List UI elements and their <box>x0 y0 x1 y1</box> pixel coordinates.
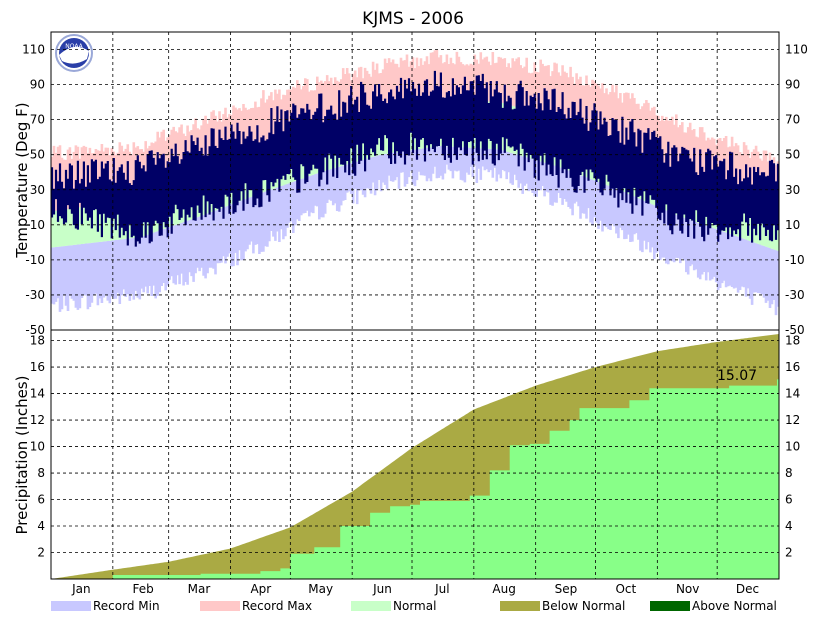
legend-swatch <box>500 601 540 611</box>
temperature-tick-left: 10 <box>30 218 45 232</box>
precipitation-tick-left: 4 <box>37 519 45 533</box>
temperature-tick-right: 10 <box>785 218 800 232</box>
temperature-panel <box>50 49 780 316</box>
temperature-tick-right: -50 <box>785 323 805 337</box>
tick-labels: -50 -50 -30 -30 -10 -10 10 10 30 30 50 50 70 70 90 90 11… <box>22 43 808 596</box>
temperature-tick-left: 70 <box>30 113 45 127</box>
record-min-band <box>50 146 780 316</box>
legend: Record Min Record Max Normal Below Normal Ab… <box>51 599 777 613</box>
legend-label: Above Normal <box>692 599 777 613</box>
noaa-logo-icon: NOAA <box>55 34 93 72</box>
precipitation-tick-right: 12 <box>785 413 800 427</box>
legend-label: Below Normal <box>542 599 625 613</box>
temperature-tick-left: 110 <box>22 43 45 57</box>
legend-label: Record Min <box>93 599 160 613</box>
temperature-tick-right: 70 <box>785 113 800 127</box>
legend-swatch <box>650 601 690 611</box>
legend-item: Normal <box>351 599 436 613</box>
precipitation-tick-left: 6 <box>37 493 45 507</box>
month-tick-label: Nov <box>676 582 699 596</box>
temperature-tick-left: -50 <box>25 323 45 337</box>
month-tick-label: Mar <box>188 582 211 596</box>
precipitation-tick-left: 14 <box>30 387 45 401</box>
plot-frames <box>50 31 780 580</box>
legend-swatch <box>51 601 91 611</box>
precipitation-tick-left: 16 <box>30 360 45 374</box>
precipitation-tick-right: 4 <box>785 519 793 533</box>
legend-swatch <box>351 601 391 611</box>
month-tick-label: Dec <box>736 582 759 596</box>
precipitation-tick-right: 18 <box>785 334 800 348</box>
temperature-tick-right: 110 <box>785 43 808 57</box>
temperature-tick-right: -10 <box>785 253 805 267</box>
temperature-tick-left: -30 <box>25 288 45 302</box>
temperature-tick-left: 90 <box>30 78 45 92</box>
month-tick-label: Apr <box>250 582 271 596</box>
month-tick-label: Feb <box>133 582 154 596</box>
precipitation-tick-left: 8 <box>37 466 45 480</box>
precipitation-tick-left: 12 <box>30 413 45 427</box>
legend-item: Below Normal <box>500 599 625 613</box>
grid-lines <box>51 32 779 579</box>
observed-precipitation-area <box>51 379 779 579</box>
month-tick-label: Oct <box>615 582 636 596</box>
legend-swatch <box>200 601 240 611</box>
temperature-tick-right: 30 <box>785 183 800 197</box>
month-tick-label: Jan <box>71 582 91 596</box>
temperature-tick-right: 90 <box>785 78 800 92</box>
precipitation-tick-left: 18 <box>30 334 45 348</box>
month-tick-label: Jun <box>372 582 392 596</box>
precipitation-tick-right: 16 <box>785 360 800 374</box>
legend-item: Record Min <box>51 599 160 613</box>
precipitation-tick-left: 2 <box>37 546 45 560</box>
precipitation-panel <box>51 334 779 579</box>
precipitation-tick-right: 10 <box>785 440 800 454</box>
logo-gull <box>59 46 89 64</box>
legend-label: Record Max <box>242 599 312 613</box>
precipitation-tick-right: 8 <box>785 466 793 480</box>
legend-item: Record Max <box>200 599 312 613</box>
precipitation-tick-right: 2 <box>785 546 793 560</box>
temperature-tick-left: 50 <box>30 148 45 162</box>
observed-temperature-bars <box>50 70 780 247</box>
temperature-tick-left: -10 <box>25 253 45 267</box>
temperature-axis-label: Temperature (Deg F) <box>13 102 31 258</box>
logo-text: NOAA <box>65 43 83 50</box>
month-tick-label: Jul <box>434 582 449 596</box>
month-tick-label: Aug <box>492 582 515 596</box>
precipitation-total-label: 15.07 <box>717 368 757 384</box>
precipitation-frame <box>50 329 780 580</box>
month-tick-label: May <box>308 582 333 596</box>
temperature-tick-left: 30 <box>30 183 45 197</box>
month-tick-label: Sep <box>555 582 578 596</box>
precipitation-axis-label: Precipitation (Inches) <box>13 376 31 535</box>
precipitation-tick-right: 14 <box>785 387 800 401</box>
legend-item: Above Normal <box>650 599 777 613</box>
precipitation-tick-left: 10 <box>30 440 45 454</box>
legend-label: Normal <box>393 599 436 613</box>
temperature-tick-right: -30 <box>785 288 805 302</box>
precipitation-tick-right: 6 <box>785 493 793 507</box>
temperature-tick-right: 50 <box>785 148 800 162</box>
chart-title: KJMS - 2006 <box>362 9 464 29</box>
